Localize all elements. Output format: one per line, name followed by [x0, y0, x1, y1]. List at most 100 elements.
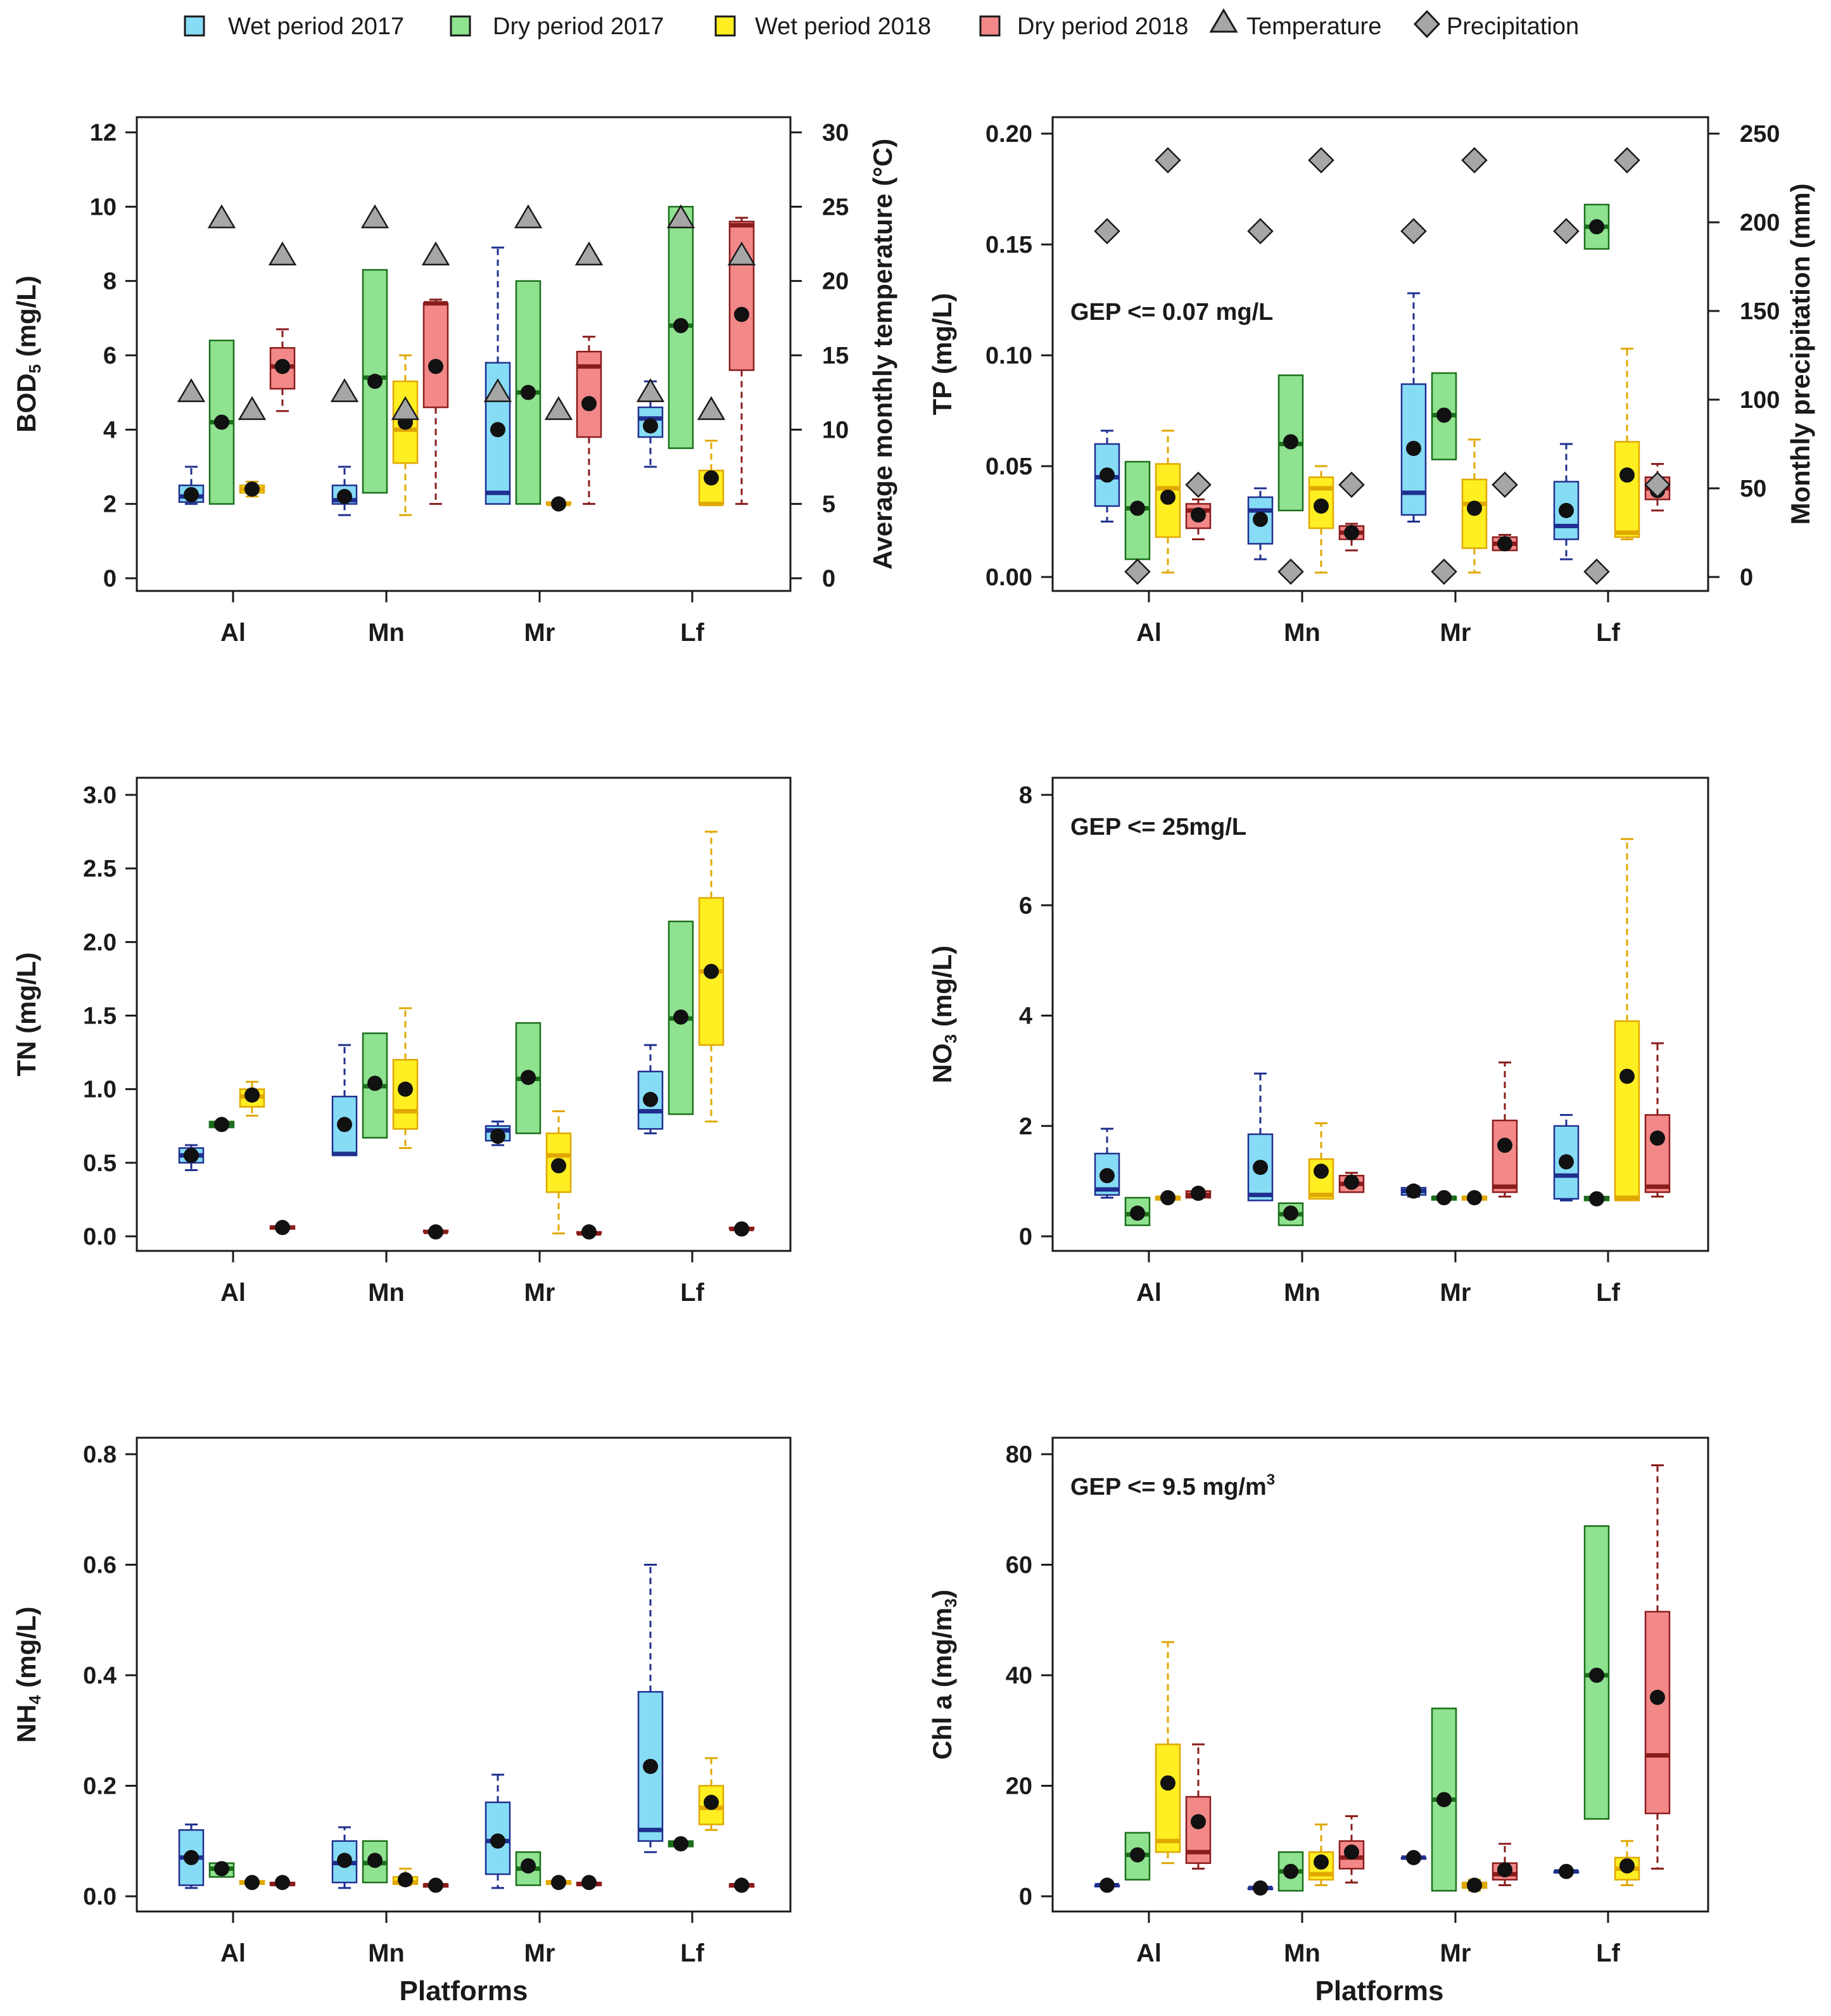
temperature-triangle: [391, 396, 420, 421]
box-dry2018-Mr: [576, 336, 602, 505]
mean-point: [1130, 500, 1145, 516]
legend-label-dry2017: Dry period 2017: [493, 13, 664, 40]
box-wet2017-Mn: [331, 466, 358, 516]
temperature-triangle: [514, 204, 543, 229]
box-dry2018-Mr: [1492, 1062, 1518, 1198]
mean-point: [337, 1853, 352, 1868]
mean-point: [581, 396, 597, 412]
box-wet2018-Lf: [698, 830, 725, 1123]
box-iqr: [728, 220, 755, 371]
mean-point: [490, 422, 505, 438]
legend-label-dry2018: Dry period 2018: [1017, 13, 1188, 40]
y-tick-label: 0.05: [985, 453, 1032, 480]
mean-point: [581, 1875, 597, 1891]
mean-point: [1099, 1877, 1115, 1893]
legend-diamond-icon: [1413, 10, 1441, 39]
box-dry2017-Lf: [1583, 1191, 1610, 1207]
y-tick-label: 6: [103, 343, 117, 369]
box-wet2017-Lf: [637, 1564, 664, 1853]
box-wet2017-Al: [178, 1823, 205, 1889]
mean-point: [1559, 1154, 1574, 1170]
x-tick-label: Lf: [1596, 1939, 1620, 1967]
mean-point: [643, 1758, 658, 1774]
right-y-axis-label: Monthly precipitation (mm): [1785, 184, 1815, 525]
box-dry2018-Lf: [728, 1877, 755, 1893]
box-iqr: [1614, 1020, 1640, 1201]
mean-point: [704, 1794, 719, 1810]
box-wet2017-Mr: [1400, 1849, 1427, 1865]
y-axis-label-main: TP (mg/L): [927, 293, 957, 415]
y-axis-label-tail: (mg/L): [927, 946, 957, 1034]
mean-point: [337, 1117, 352, 1132]
precipitation-diamond: [1124, 558, 1151, 585]
mean-point: [1160, 1190, 1175, 1206]
mean-point: [244, 1087, 260, 1103]
box-dry2018-Al: [1185, 498, 1212, 540]
y-axis-label: TN (mg/L): [11, 953, 41, 1077]
y-axis-label-main: BOD: [11, 374, 41, 433]
box-wet2018-Mn: [1308, 1122, 1334, 1200]
mean-point: [428, 1877, 443, 1893]
y-tick-label: 0.00: [985, 564, 1032, 591]
y-axis-label-main: TN (mg/L): [11, 953, 41, 1077]
box-wet2018-Mn: [392, 1867, 419, 1887]
temperature-triangle: [666, 204, 695, 229]
gep-annotation-sup: 3: [1267, 1471, 1275, 1488]
plot-frame: [1051, 1436, 1709, 1913]
y-axis-label: BOD5 (mg/L): [11, 276, 44, 433]
box-wet2018-Al: [239, 480, 265, 498]
mean-point: [244, 1875, 260, 1891]
right-y-tick-label: 50: [1740, 476, 1766, 502]
mean-point: [1589, 1668, 1604, 1683]
box-dry2017-Lf: [668, 206, 694, 449]
box-dry2017-Lf: [668, 920, 694, 1115]
box-dry2018-Mn: [422, 1877, 449, 1893]
y-axis-label-tail: (mg/L): [11, 1606, 41, 1695]
mean-point: [1650, 1689, 1665, 1705]
right-y-axis-label: Average monthly temperature (°C): [868, 139, 897, 569]
box-dry2017-Al: [208, 339, 235, 505]
x-tick-label: Lf: [680, 1939, 704, 1967]
box-wet2017-Mr: [1400, 1183, 1427, 1199]
box-dry2018-Al: [269, 1220, 296, 1236]
right-y-tick-label: 200: [1740, 210, 1780, 236]
gep-annotation: GEP <= 25mg/L: [1070, 814, 1246, 840]
mean-point: [184, 487, 199, 502]
y-tick-label: 40: [1006, 1663, 1032, 1689]
box-dry2018-Mn: [422, 298, 449, 505]
box-wet2018-Mr: [1461, 1877, 1488, 1893]
mean-point: [337, 488, 352, 504]
box-dry2018-Al: [1185, 1186, 1212, 1201]
mean-point: [367, 1853, 383, 1868]
box-wet2018-Al: [1155, 429, 1181, 574]
panel-no3: 0 2 4 6 8 NO3 (mg/L) Al Mn Mr Lf GEP <= 25mg/L: [927, 777, 1709, 1307]
plot-frame: [136, 116, 792, 592]
box-iqr: [1492, 1119, 1518, 1193]
temperature-triangle: [574, 241, 604, 266]
box-wet2018-Mr: [545, 1110, 572, 1234]
y-tick-label: 2: [1019, 1113, 1032, 1140]
y-tick-label: 0: [1019, 1224, 1032, 1250]
mean-point: [1191, 507, 1206, 523]
mean-point: [1283, 1205, 1298, 1221]
box-dry2018-Al: [1185, 1743, 1212, 1870]
mean-point: [1436, 1792, 1452, 1808]
mean-point: [551, 496, 566, 512]
precipitation-diamond: [1094, 218, 1120, 244]
y-tick-label: 0.4: [83, 1663, 117, 1689]
y-tick-label: 8: [1019, 782, 1032, 809]
box-dry2017-Mr: [1431, 1190, 1457, 1206]
box-dry2018-Lf: [1644, 1464, 1671, 1870]
box-wet2017-Mr: [485, 1773, 511, 1889]
mean-point: [1497, 1138, 1512, 1153]
mean-point: [551, 1875, 566, 1891]
y-axis-label-sub: 4: [25, 1695, 44, 1704]
mean-point: [1436, 1190, 1452, 1206]
box-iqr: [392, 380, 419, 464]
y-tick-label: 0.0: [83, 1884, 117, 1910]
y-axis-label-sub: 3: [941, 1034, 960, 1043]
right-y-tick-label: 25: [822, 194, 849, 220]
mean-point: [1283, 1863, 1298, 1879]
box-wet2017-Mn: [1247, 1880, 1274, 1896]
precipitation-diamond: [1614, 147, 1640, 174]
